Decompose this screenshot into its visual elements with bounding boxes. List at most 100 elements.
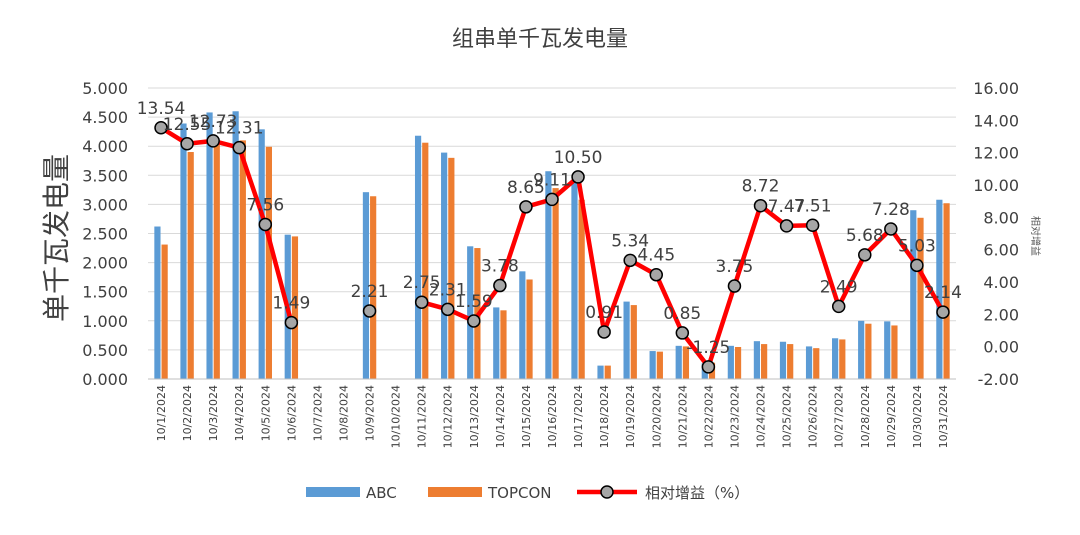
gain-point bbox=[206, 134, 220, 148]
topcon-bar bbox=[943, 203, 950, 379]
topcon-bar bbox=[761, 344, 768, 379]
x-tick-label: 10/20/2024 bbox=[650, 385, 663, 448]
topcon-bar bbox=[213, 142, 220, 379]
x-tick-label: 10/29/2024 bbox=[885, 385, 898, 448]
legend-label-abc: ABC bbox=[366, 484, 397, 502]
y2-tick-label: 14.00 bbox=[973, 111, 1019, 130]
gain-data-label: 4.45 bbox=[637, 246, 675, 266]
gain-point bbox=[623, 253, 637, 268]
gain-data-label: 2.49 bbox=[820, 277, 858, 297]
y-tick-label: 1.000 bbox=[82, 312, 128, 331]
gain-point bbox=[884, 222, 898, 236]
abc-bar bbox=[545, 171, 552, 379]
x-tick-label: 10/9/2024 bbox=[364, 385, 377, 441]
gain-point bbox=[727, 279, 742, 293]
gain-data-label: 12.55 bbox=[163, 115, 212, 135]
abc-bar bbox=[441, 152, 448, 379]
y2-tick-label: 12.00 bbox=[973, 144, 1019, 163]
x-tick-label: 10/23/2024 bbox=[728, 385, 741, 448]
x-tick-label: 10/30/2024 bbox=[911, 385, 924, 448]
abc-bar bbox=[858, 320, 865, 379]
x-tick-label: 10/15/2024 bbox=[520, 385, 533, 448]
gain-data-label: 1.59 bbox=[455, 292, 493, 312]
topcon-bar bbox=[656, 351, 663, 379]
abc-bar bbox=[832, 338, 839, 379]
x-tick-label: 10/26/2024 bbox=[807, 385, 820, 448]
gain-data-label: 2.31 bbox=[429, 280, 467, 300]
gain-data-label: 12.31 bbox=[215, 119, 264, 139]
gain-data-label: 7.47 bbox=[768, 197, 806, 217]
legend-label-gain: 相对增益（%） bbox=[645, 484, 749, 502]
abc-bar bbox=[910, 210, 917, 379]
topcon-bar bbox=[370, 196, 377, 379]
x-tick-label: 10/18/2024 bbox=[598, 385, 611, 448]
abc-bar bbox=[180, 123, 187, 379]
topcon-bar bbox=[787, 344, 794, 379]
legend-marker-gain bbox=[600, 485, 614, 499]
gain-point bbox=[571, 170, 585, 184]
y2-tick-label: 4.00 bbox=[983, 273, 1019, 292]
gain-point bbox=[414, 295, 429, 309]
x-tick-label: 10/1/2024 bbox=[155, 385, 168, 441]
abc-bar bbox=[232, 111, 239, 379]
gain-point bbox=[545, 192, 559, 207]
topcon-bar bbox=[291, 236, 299, 379]
gain-point bbox=[597, 325, 611, 339]
y2-tick-label: -2.00 bbox=[978, 370, 1019, 389]
gain-data-label: 8.72 bbox=[742, 177, 780, 197]
y-axis-left: 0.000 0.500 1.000 1.500 2.000 2.500 3.000 3.500… bbox=[82, 79, 128, 389]
x-tick-label: 10/21/2024 bbox=[676, 385, 689, 448]
topcon-bar bbox=[552, 188, 559, 379]
topcon-bar bbox=[891, 325, 898, 379]
legend-swatch-abc bbox=[306, 487, 360, 497]
abc-bar bbox=[623, 301, 630, 379]
y2-tick-label: 0.00 bbox=[983, 338, 1019, 357]
gain-data-label: 10.50 bbox=[554, 148, 603, 168]
topcon-bar bbox=[187, 152, 194, 379]
abc-bar bbox=[571, 181, 578, 379]
y-tick-label: 5.000 bbox=[82, 79, 128, 98]
x-tick-label: 10/12/2024 bbox=[442, 385, 455, 448]
topcon-bar bbox=[682, 346, 690, 379]
legend-label-topcon: TOPCON bbox=[487, 484, 552, 502]
topcon-bar bbox=[239, 140, 246, 379]
gain-point bbox=[284, 315, 299, 330]
topcon-bar bbox=[839, 339, 846, 379]
gain-data-label: 7.51 bbox=[794, 196, 832, 216]
abc-bar bbox=[154, 226, 161, 379]
x-tick-label: 10/6/2024 bbox=[285, 385, 298, 441]
legend-swatch-topcon bbox=[428, 487, 482, 497]
gain-data-label: 9.11 bbox=[533, 170, 571, 190]
legend: ABC TOPCON 相对增益（%） bbox=[306, 484, 749, 502]
gain-data-label: 5.68 bbox=[846, 226, 884, 246]
y-tick-label: 0.000 bbox=[82, 370, 128, 389]
gain-data-label: -1.25 bbox=[686, 338, 730, 358]
y-axis-right: -2.00 0.00 2.00 4.00 6.00 8.00 10.00 12.00 14.00… bbox=[973, 79, 1019, 389]
abc-bar bbox=[753, 341, 761, 379]
abc-bar bbox=[675, 345, 682, 379]
gain-point bbox=[232, 140, 246, 155]
gain-point bbox=[440, 302, 455, 317]
abc-bar bbox=[727, 345, 734, 379]
x-tick-label: 10/7/2024 bbox=[311, 385, 324, 441]
y-tick-label: 4.000 bbox=[82, 137, 128, 156]
y2-tick-label: 2.00 bbox=[983, 305, 1019, 324]
y-tick-label: 1.500 bbox=[82, 283, 128, 302]
y2-tick-label: 6.00 bbox=[983, 241, 1019, 260]
gain-point bbox=[753, 198, 768, 213]
gain-data-label: 2.14 bbox=[924, 283, 962, 303]
gain-data-label: 3.75 bbox=[716, 257, 754, 277]
gain-point bbox=[467, 314, 481, 328]
x-tick-label: 10/25/2024 bbox=[781, 385, 794, 448]
x-tick-label: 10/11/2024 bbox=[416, 385, 429, 448]
y2-tick-label: 10.00 bbox=[973, 176, 1019, 195]
gain-data-label: 8.65 bbox=[507, 178, 545, 198]
gain-data-label: 3.78 bbox=[481, 257, 519, 277]
gain-data-label: 12.73 bbox=[189, 112, 238, 132]
x-tick-label: 10/17/2024 bbox=[572, 385, 585, 448]
gain-point bbox=[858, 248, 872, 262]
topcon-bar bbox=[734, 346, 742, 379]
x-tick-label: 10/28/2024 bbox=[859, 385, 872, 448]
abc-bar bbox=[597, 365, 604, 379]
